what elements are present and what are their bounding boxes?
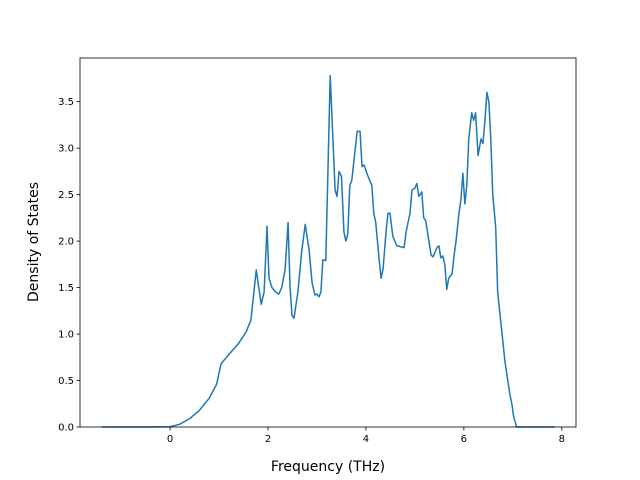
x-tick-label: 2 [265,434,271,445]
y-tick-label: 3.0 [58,144,74,155]
x-tick-label: 0 [167,434,173,445]
y-tick-label: 0.0 [58,423,74,434]
axes-frame [79,57,577,428]
y-tick-label: 2.5 [58,190,74,201]
line-series [102,74,555,428]
y-axis-label: Density of States [26,182,42,302]
y-tick-label: 3.5 [58,97,74,108]
x-tick-label: 4 [363,434,369,445]
y-tick-label: 0.5 [58,376,74,387]
x-axis-label: Frequency (THz) [271,459,385,475]
x-tick-label: 8 [559,434,565,445]
x-tick-label: 6 [461,434,467,445]
y-tick-label: 2.0 [58,237,74,248]
y-tick-label: 1.0 [58,330,74,341]
y-tick-label: 1.5 [58,283,74,294]
